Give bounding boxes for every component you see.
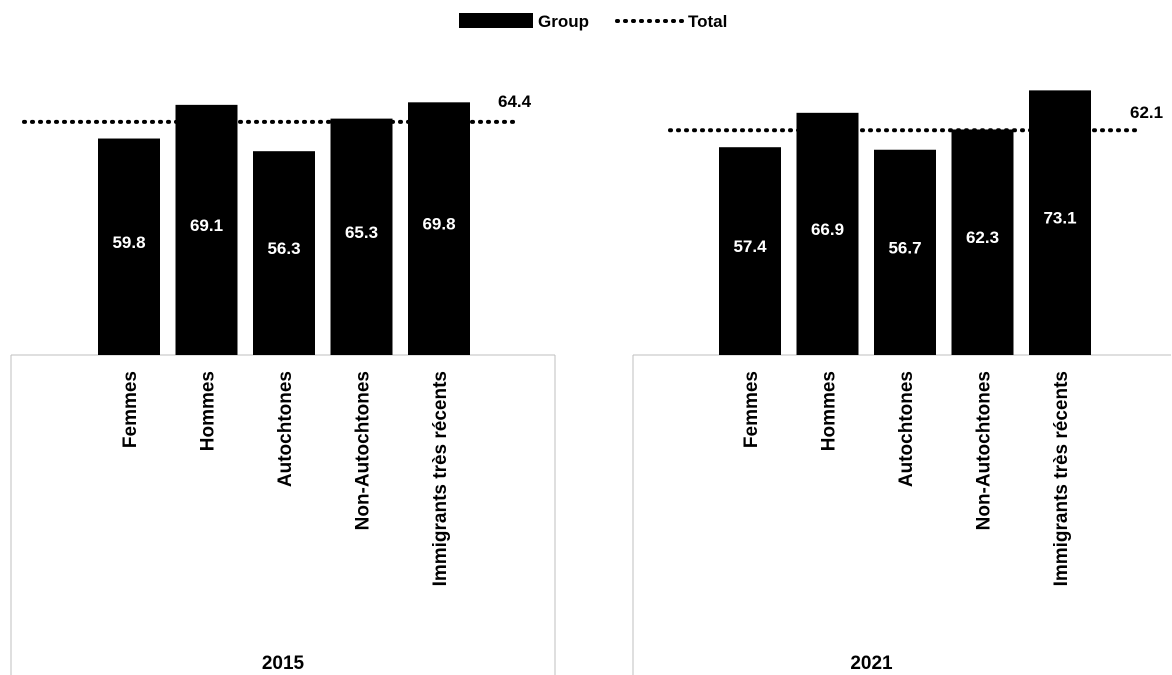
bar (253, 151, 315, 355)
category-label: Hommes (819, 371, 840, 451)
category-label: Femmes (741, 371, 762, 448)
bar-value-label: 73.1 (1043, 209, 1076, 228)
chart-panels: 59.8 Femmes 69.1 Hommes 56.3 Autochtones 65.3 N… (10, 90, 1171, 675)
bar (330, 118, 393, 355)
legend-group-swatch (459, 13, 533, 28)
legend-group-label: Group (538, 12, 589, 31)
year-label: 2015 (262, 653, 305, 674)
bar (175, 104, 238, 355)
bar (874, 149, 936, 355)
total-value-label: 64.4 (498, 92, 532, 111)
bar (1029, 90, 1091, 356)
bar (719, 147, 781, 355)
category-label: Femmes (120, 371, 141, 448)
bar-value-label: 59.8 (112, 233, 145, 252)
bar-value-label: 57.4 (733, 237, 767, 256)
bar-value-label: 69.1 (190, 216, 223, 235)
bar-value-label: 65.3 (345, 223, 378, 242)
legend-total-label: Total (688, 12, 727, 31)
category-label: Hommes (198, 371, 219, 451)
bar-value-label: 69.8 (422, 215, 455, 234)
bar (408, 102, 470, 355)
panel-2015: 59.8 Femmes 69.1 Hommes 56.3 Autochtones 65.3 N… (10, 92, 556, 675)
bar (796, 112, 859, 356)
category-label: Autochtones (896, 371, 917, 487)
category-label: Immigrants très récents (430, 371, 451, 586)
bar-value-label: 62.3 (966, 228, 999, 247)
bar (951, 129, 1014, 355)
bar-value-label: 56.3 (267, 239, 300, 258)
category-label: Autochtones (275, 371, 296, 487)
legend: Group Total (459, 12, 727, 31)
year-label: 2021 (850, 653, 893, 674)
category-label: Immigrants très récents (1051, 371, 1072, 586)
category-label: Non-Autochtones (353, 371, 374, 530)
panel-2021: 57.4 Femmes 66.9 Hommes 56.7 Autochtones 62.3 N… (632, 90, 1171, 675)
bar-value-label: 66.9 (811, 220, 844, 239)
total-value-label: 62.1 (1130, 103, 1163, 122)
category-label: Non-Autochtones (974, 371, 995, 530)
bar-value-label: 56.7 (888, 238, 921, 257)
bar (98, 138, 160, 355)
